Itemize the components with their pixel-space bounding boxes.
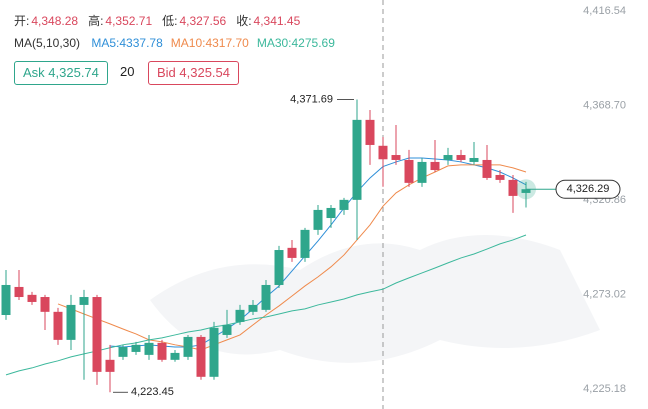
candle-body <box>53 311 63 340</box>
candle-body <box>508 179 518 196</box>
last-price-label: 4,326.29 <box>567 183 610 195</box>
candle-body <box>131 344 141 352</box>
candle-body <box>118 346 128 357</box>
ma-title: MA(5,10,30) <box>14 36 81 50</box>
ma-legend: MA(5,10,30) MA5:4337.78 MA10:4317.70 MA30:… <box>14 36 343 50</box>
candle-body <box>183 336 193 357</box>
candle-body <box>144 342 154 355</box>
ask-button[interactable]: Ask 4,325.74 <box>14 61 108 85</box>
ohlc-value: 4,341.45 <box>253 14 301 28</box>
candle-body <box>196 336 206 377</box>
candle-body <box>300 229 310 258</box>
last-price-tag <box>555 179 621 199</box>
candle-body <box>352 119 362 200</box>
candle-body <box>235 309 245 322</box>
candle-body <box>443 155 453 160</box>
y-tick-label: 4,416.54 <box>583 5 626 17</box>
ohlc-label: 收: <box>236 14 252 28</box>
y-tick-label: 4,368.70 <box>583 99 626 111</box>
quantity: 20 <box>112 61 143 83</box>
candle-body <box>378 145 388 160</box>
candle-body <box>365 119 375 145</box>
y-tick-label: 4,273.02 <box>583 288 626 300</box>
ma-line <box>57 164 527 351</box>
candle-body <box>248 304 258 312</box>
legend-entry: MA5:4337.78 <box>91 36 163 50</box>
candle-body <box>326 207 336 219</box>
candle-body <box>430 161 440 171</box>
map-backdrop <box>150 235 600 363</box>
candle-body <box>287 247 297 258</box>
ma-line <box>109 157 527 348</box>
candle-body <box>79 297 89 305</box>
ohlc-value: 4,327.56 <box>179 14 227 28</box>
candle-body <box>14 286 24 298</box>
candle-body <box>157 342 167 360</box>
candle-body <box>40 297 50 312</box>
candle-body <box>274 250 284 285</box>
ohlc-label: 低: <box>162 14 178 28</box>
candle-body <box>222 324 232 335</box>
ohlc-value: 4,352.71 <box>105 14 153 28</box>
legend-entry: MA30:4275.69 <box>256 36 335 50</box>
candle-body <box>105 359 115 372</box>
candle-body <box>391 155 401 160</box>
candle-body <box>339 199 349 210</box>
candle-body <box>261 284 271 310</box>
candle-body <box>92 297 102 372</box>
candle-body <box>495 174 505 180</box>
candle-body <box>456 155 466 160</box>
ohlc-label: 开: <box>14 14 30 28</box>
candle-body <box>417 161 427 183</box>
candle-body <box>66 304 76 340</box>
candle-body <box>209 327 219 377</box>
candle-body <box>27 294 37 302</box>
y-tick-label: 4,225.18 <box>583 383 626 395</box>
candle-body <box>469 157 479 162</box>
legend-entry: MA10:4317.70 <box>170 36 249 50</box>
candle-body <box>521 189 531 193</box>
candle-body <box>170 352 180 360</box>
ohlc-label: 高: <box>88 14 104 28</box>
high-label: 4,371.69 <box>290 93 333 105</box>
low-label: 4,223.45 <box>131 386 174 398</box>
ohlc-header: 开: 4,348.28 高: 4,352.71 低: 4,327.56 收: 4,341.45 <box>14 12 310 29</box>
candle-body <box>1 284 11 315</box>
candle-body <box>313 209 323 230</box>
ohlc-value: 4,348.28 <box>31 14 79 28</box>
bid-button[interactable]: Bid 4,325.54 <box>148 61 240 85</box>
candle-body <box>482 159 492 178</box>
candle-body <box>404 159 414 183</box>
